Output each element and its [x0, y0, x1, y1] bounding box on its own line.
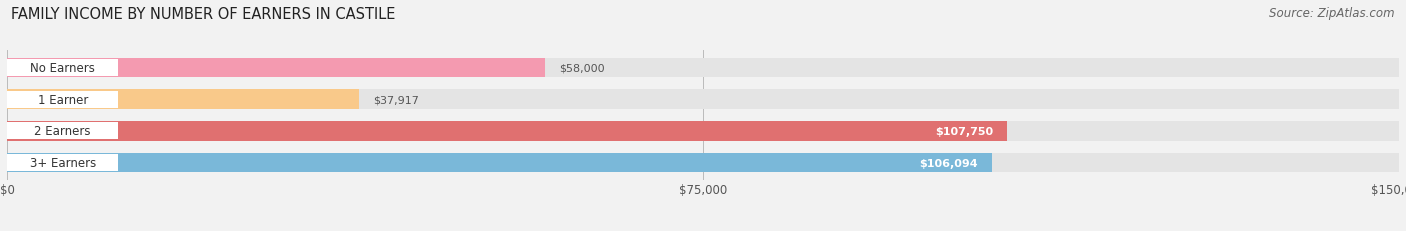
Bar — [7, 122, 1399, 141]
Text: 1 Earner: 1 Earner — [38, 93, 89, 106]
Text: $106,094: $106,094 — [920, 158, 977, 168]
Bar — [7, 123, 118, 140]
Text: Source: ZipAtlas.com: Source: ZipAtlas.com — [1270, 7, 1395, 20]
Bar — [7, 153, 1399, 173]
Bar — [7, 122, 1007, 141]
Text: $37,917: $37,917 — [373, 95, 419, 105]
Text: $58,000: $58,000 — [560, 63, 605, 73]
Text: No Earners: No Earners — [31, 62, 96, 75]
Bar — [7, 155, 118, 171]
Bar — [7, 153, 991, 173]
Bar — [7, 60, 118, 76]
Bar — [7, 58, 1399, 78]
Bar — [7, 90, 359, 109]
Text: $107,750: $107,750 — [935, 126, 993, 136]
Text: FAMILY INCOME BY NUMBER OF EARNERS IN CASTILE: FAMILY INCOME BY NUMBER OF EARNERS IN CA… — [11, 7, 395, 22]
Bar — [7, 91, 118, 108]
Bar — [7, 90, 1399, 109]
Text: 2 Earners: 2 Earners — [35, 125, 91, 138]
Text: 3+ Earners: 3+ Earners — [30, 156, 96, 169]
Bar — [7, 58, 546, 78]
